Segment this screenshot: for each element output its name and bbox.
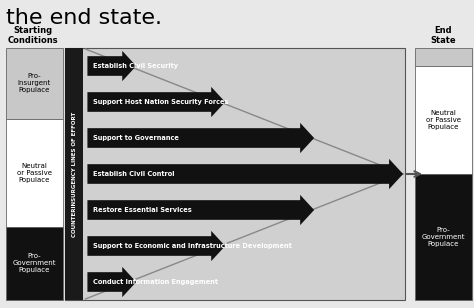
Text: Starting
Conditions: Starting Conditions (7, 26, 58, 45)
Text: Conduct Information Engagement: Conduct Information Engagement (93, 279, 219, 285)
Text: Establish Civil Security: Establish Civil Security (93, 63, 179, 69)
Polygon shape (87, 123, 314, 153)
Text: Neutral
or Passive
Populace: Neutral or Passive Populace (426, 110, 461, 130)
Text: Support to Governance: Support to Governance (93, 135, 179, 141)
Text: Pro-
Insurgent
Populace: Pro- Insurgent Populace (18, 73, 51, 93)
Text: Pro-
Government
Populace: Pro- Government Populace (422, 227, 465, 247)
Polygon shape (87, 159, 403, 189)
Text: Pro-
Government
Populace: Pro- Government Populace (13, 253, 56, 274)
Text: Neutral
or Passive
Populace: Neutral or Passive Populace (17, 163, 52, 183)
Bar (65, 48, 405, 300)
Bar (6, 48, 64, 119)
Text: COUNTERINSURGENCY LINES OF EFFORT: COUNTERINSURGENCY LINES OF EFFORT (72, 111, 77, 237)
Bar (65, 48, 83, 300)
Bar (6, 227, 64, 300)
Polygon shape (87, 267, 136, 297)
Text: Establish Civil Control: Establish Civil Control (93, 171, 175, 177)
Bar (415, 48, 472, 66)
Polygon shape (87, 51, 136, 81)
Text: the end state.: the end state. (6, 8, 162, 28)
Text: Support to Economic and Infrastructure Development: Support to Economic and Infrastructure D… (93, 243, 292, 249)
Bar (6, 119, 64, 227)
Polygon shape (87, 87, 225, 117)
Text: Restore Essential Services: Restore Essential Services (93, 207, 192, 213)
Text: End
State: End State (431, 26, 456, 45)
Polygon shape (87, 231, 225, 261)
Text: Support Host Nation Security Forces: Support Host Nation Security Forces (93, 99, 229, 105)
Bar (415, 174, 472, 300)
Polygon shape (87, 195, 314, 225)
Bar (415, 66, 472, 174)
